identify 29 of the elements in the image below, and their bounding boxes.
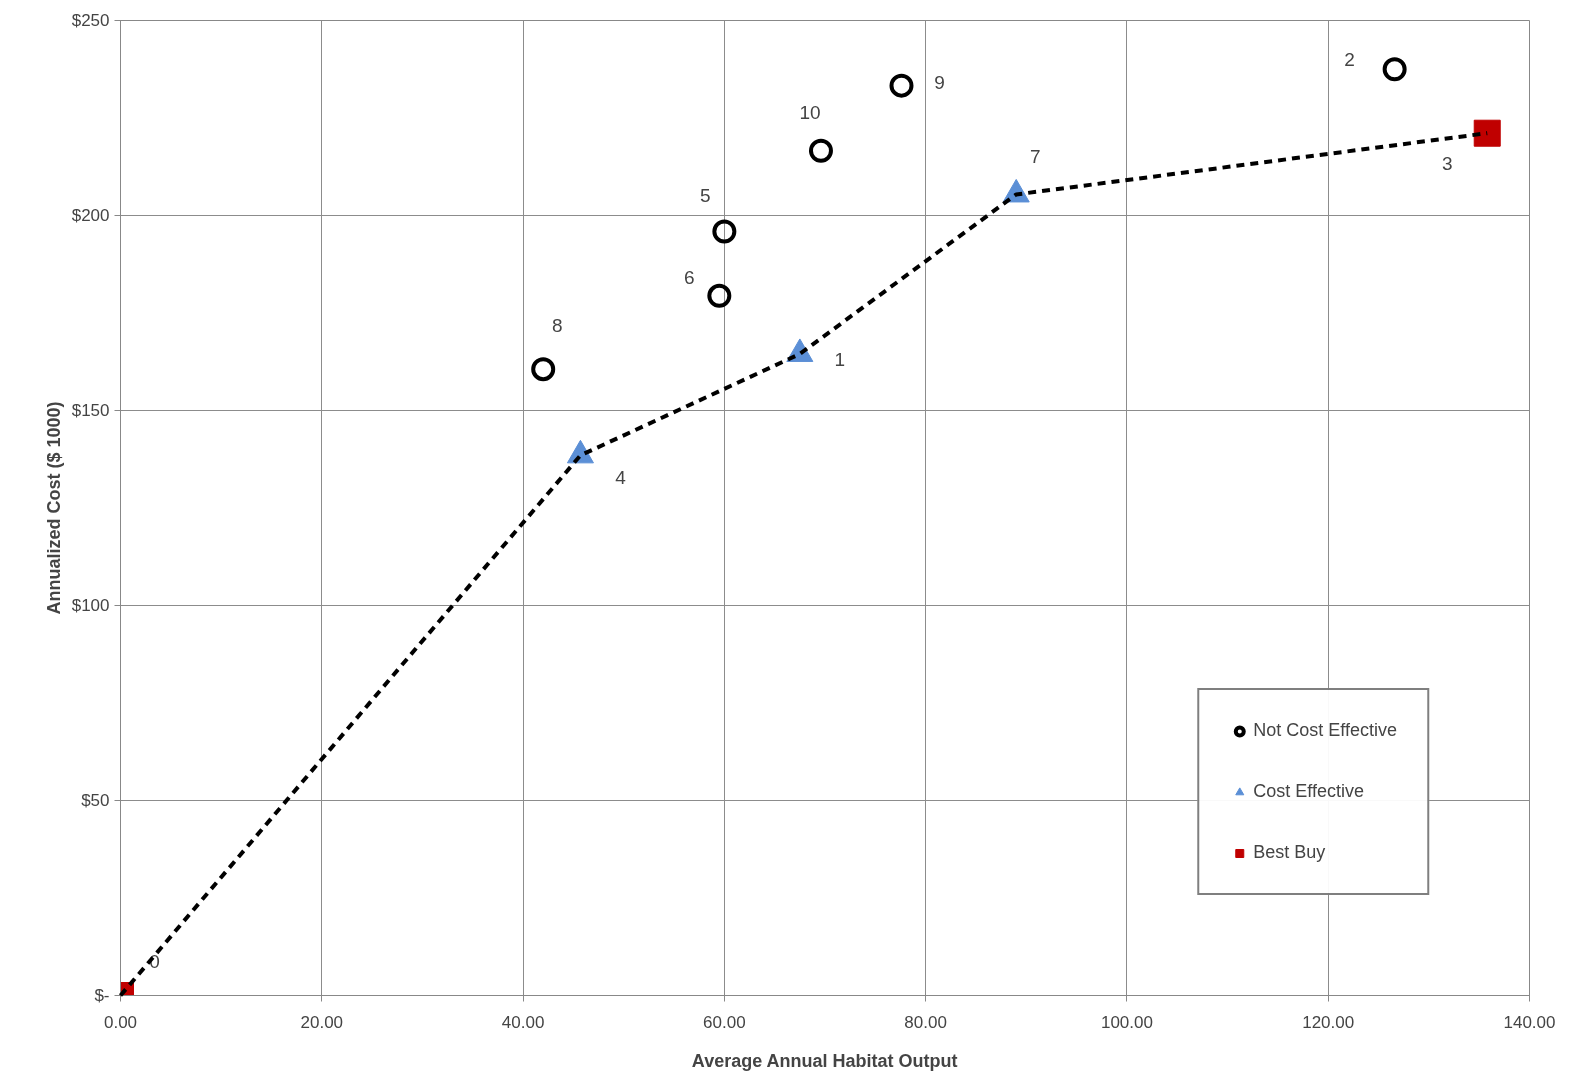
y-axis-title: Annualized Cost ($ 1000) bbox=[43, 401, 64, 615]
x-tick-label: 140.00 bbox=[1503, 1012, 1556, 1032]
annotation: 10 bbox=[799, 102, 821, 124]
x-tick-label: 0.00 bbox=[103, 1012, 138, 1032]
legend-label: Cost Effective bbox=[1253, 781, 1364, 802]
annotation: 3 bbox=[1441, 152, 1453, 174]
annotation: 2 bbox=[1344, 48, 1355, 70]
x-tick-label: 120.00 bbox=[1302, 1012, 1355, 1032]
x-tick-label: 40.00 bbox=[501, 1012, 545, 1032]
annotation: 4 bbox=[615, 466, 627, 488]
legend-label: Best Buy bbox=[1253, 842, 1326, 863]
annotation: 9 bbox=[934, 72, 945, 94]
y-tick-label: $50 bbox=[81, 791, 110, 810]
y-tick-label: $200 bbox=[71, 206, 110, 225]
y-tick-label: $150 bbox=[71, 401, 110, 420]
x-axis-title: Average Annual Habitat Output bbox=[691, 1050, 958, 1071]
x-tick-label: 100.00 bbox=[1100, 1012, 1153, 1032]
annotation: 8 bbox=[551, 314, 563, 336]
y-tick-label: $- bbox=[94, 986, 110, 1005]
annotation: 1 bbox=[834, 349, 846, 371]
legend-label: Not Cost Effective bbox=[1253, 720, 1397, 741]
annotation: 6 bbox=[684, 267, 695, 289]
y-tick-label: $100 bbox=[71, 596, 110, 615]
x-tick-label: 20.00 bbox=[300, 1012, 344, 1032]
annotation: 5 bbox=[700, 184, 711, 206]
y-tick-label: $250 bbox=[71, 11, 110, 30]
annotation: 7 bbox=[1029, 145, 1041, 167]
x-tick-label: 60.00 bbox=[703, 1012, 746, 1032]
x-tick-label: 80.00 bbox=[904, 1012, 947, 1032]
